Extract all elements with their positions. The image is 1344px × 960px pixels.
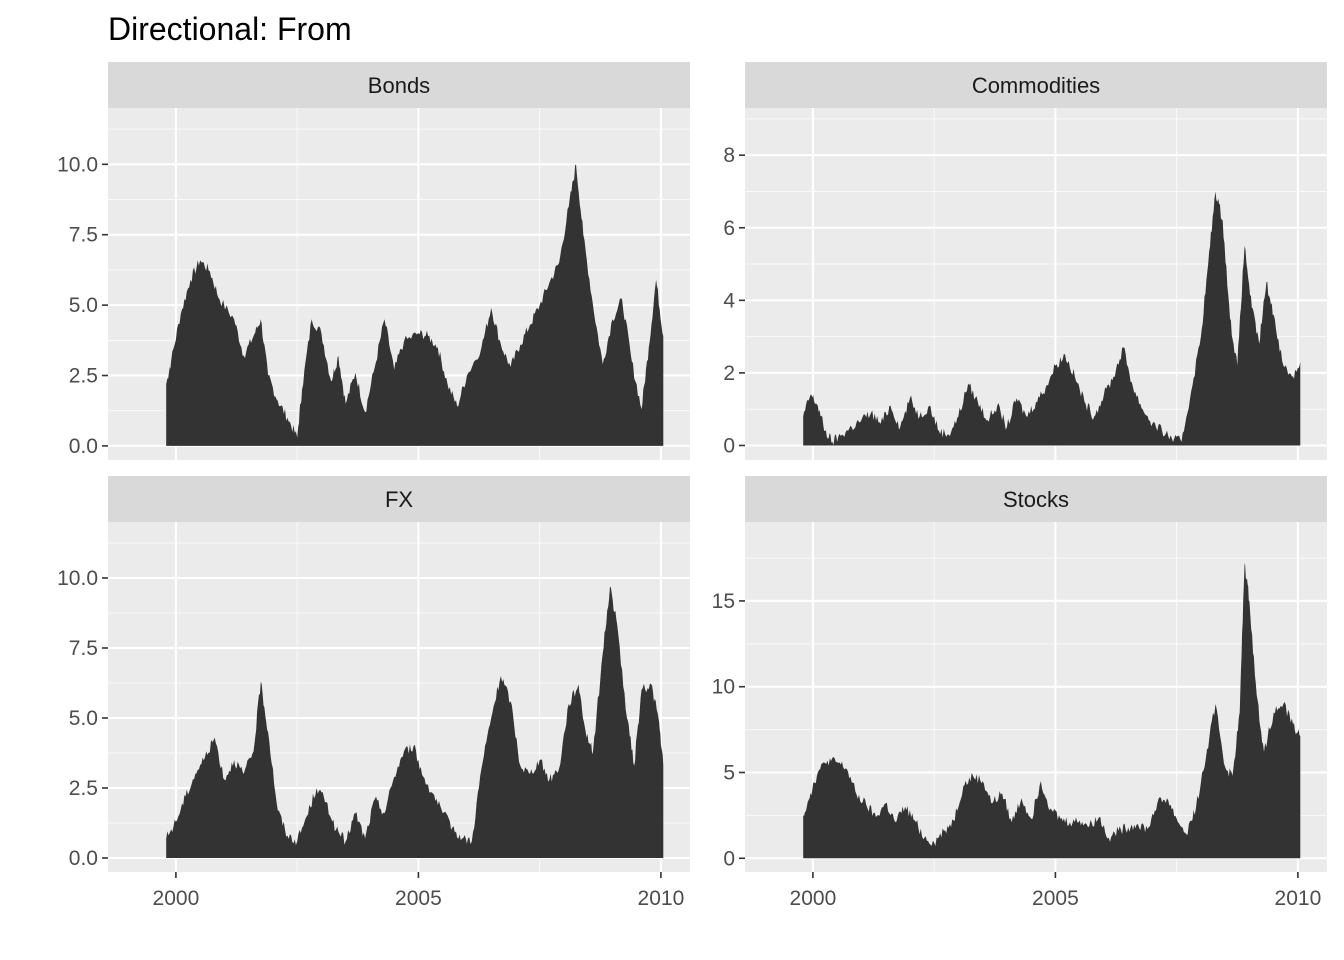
area-series-fx [166,586,664,858]
strip-commodities [745,62,1327,108]
facet-panels: Bonds 0.0 2.5 5.0 7.5 10.0 Commodities 0 2 4 6 8 FX 0… [57,62,1327,910]
y-tick-label: 0.0 [69,435,98,458]
strip-label-fx: FX [385,487,413,512]
strip-bonds [108,62,690,108]
area-series-bonds [166,164,664,446]
x-tick-label: 2000 [790,887,837,910]
panel-fx: FX 0.0 2.5 5.0 7.5 10.0 2000 2005 2010 [57,476,690,910]
x-tick-label: 2005 [395,887,442,910]
y-tick-label: 4 [723,289,735,312]
panel-commodities: Commodities 0 2 4 6 8 [723,62,1327,460]
y-tick-label: 10.0 [57,567,98,590]
y-tick-label: 10.0 [57,153,98,176]
y-tick-label: 5.0 [69,707,98,730]
x-tick-label: 2005 [1032,887,1079,910]
area-series-commodities [803,191,1301,446]
chart-title: Directional: From [108,11,352,47]
y-tick-label: 15 [712,590,735,613]
y-tick-label: 2.5 [69,777,98,800]
y-tick-label: 2 [723,362,735,385]
strip-label-bonds: Bonds [368,73,430,98]
y-tick-label: 10 [712,676,735,699]
y-tick-label: 6 [723,217,735,240]
y-tick-label: 5 [723,761,735,784]
y-tick-label: 8 [723,144,735,167]
panel-stocks: Stocks 0 5 10 15 2000 2005 2010 [712,476,1327,910]
x-tick-label: 2010 [1275,887,1322,910]
strip-label-commodities: Commodities [972,73,1100,98]
y-tick-label: 0.0 [69,847,98,870]
strip-stocks [745,476,1327,522]
y-tick-label: 2.5 [69,365,98,388]
strip-label-stocks: Stocks [1003,487,1069,512]
panel-bonds: Bonds 0.0 2.5 5.0 7.5 10.0 [57,62,690,460]
y-tick-label: 0 [723,434,735,457]
x-tick-label: 2000 [153,887,200,910]
x-tick-label: 2010 [638,887,685,910]
y-tick-label: 7.5 [69,637,98,660]
strip-fx [108,476,690,522]
y-tick-label: 5.0 [69,294,98,317]
y-tick-label: 7.5 [69,224,98,247]
area-series-stocks [803,563,1301,859]
y-tick-label: 0 [723,847,735,870]
